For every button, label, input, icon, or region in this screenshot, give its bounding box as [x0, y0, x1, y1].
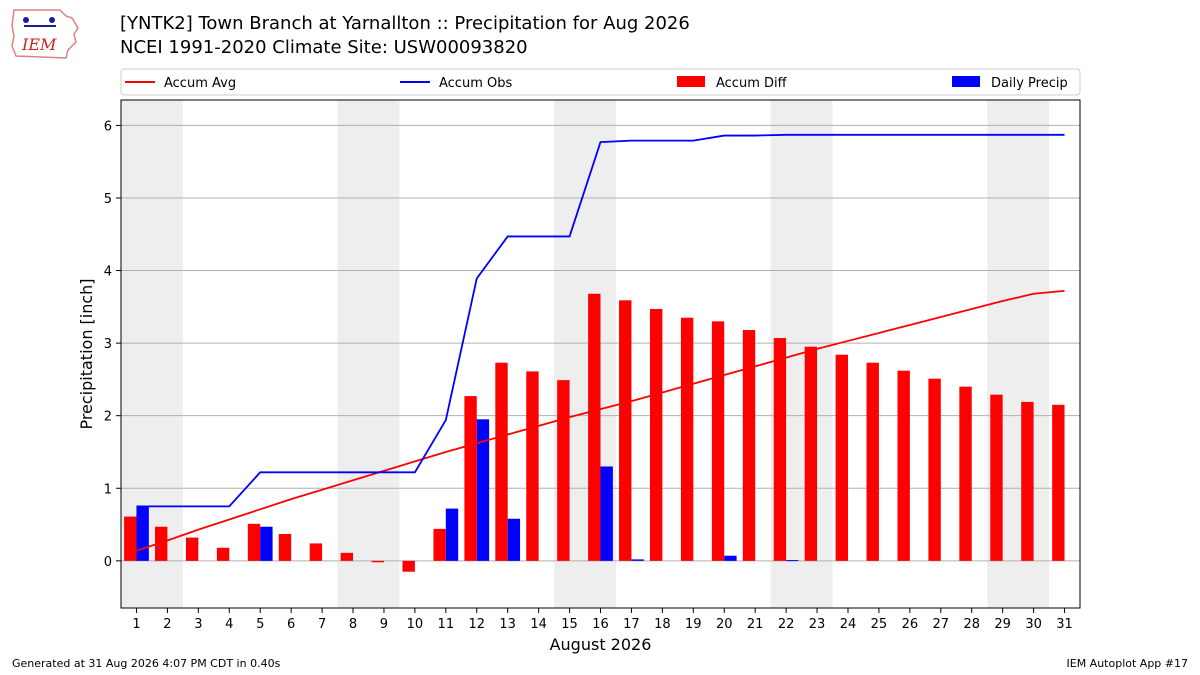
- accum-diff-bar: [649, 309, 663, 561]
- accum-diff-bar: [340, 552, 354, 561]
- x-tick-label: 19: [685, 617, 702, 632]
- chart-subtitle: NCEI 1991-2020 Climate Site: USW00093820: [120, 37, 528, 58]
- x-tick-label: 14: [530, 617, 547, 632]
- accum-diff-bar: [928, 378, 941, 561]
- accum-diff-bar: [897, 370, 910, 561]
- accum-diff-bar: [526, 371, 539, 561]
- logo-text: IEM: [21, 35, 57, 54]
- y-tick-label: 1: [104, 482, 112, 497]
- legend-label: Accum Diff: [716, 76, 788, 91]
- x-tick-label: 27: [933, 617, 950, 632]
- x-tick-label: 4: [225, 617, 233, 632]
- accum-diff-bar: [619, 300, 632, 561]
- x-tick-label: 10: [407, 617, 424, 632]
- x-tick-label: 12: [468, 617, 485, 632]
- daily-precip-bar: [507, 518, 521, 561]
- daily-precip-bar: [600, 466, 613, 561]
- x-tick-label: 28: [963, 617, 980, 632]
- daily-precip-bar: [136, 506, 149, 561]
- x-tick-label: 21: [747, 617, 764, 632]
- accum-diff-bar: [247, 523, 261, 561]
- x-tick-label: 18: [654, 617, 671, 632]
- accum-diff-bar: [216, 547, 230, 561]
- accum-obs-line: [136, 133, 1065, 508]
- y-tick-label: 0: [104, 555, 112, 570]
- x-tick-label: 29: [994, 617, 1011, 632]
- y-tick-label: 2: [104, 410, 112, 425]
- accum-diff-bar: [155, 526, 168, 561]
- x-tick-label: 8: [349, 617, 357, 632]
- y-tick-label: 3: [104, 337, 112, 352]
- x-tick-label: 6: [287, 617, 295, 632]
- x-tick-label: 13: [499, 617, 516, 632]
- daily-precip-bar: [724, 555, 737, 561]
- x-tick-label: 7: [318, 617, 326, 632]
- x-tick-label: 20: [716, 617, 733, 632]
- y-axis-label: Precipitation [inch]: [77, 278, 96, 429]
- accum-diff-bar: [1052, 404, 1065, 561]
- accum-diff-bar: [773, 338, 787, 561]
- x-tick-label: 24: [840, 617, 857, 632]
- accum-diff-bar: [402, 560, 415, 572]
- y-tick-label: 4: [104, 265, 112, 280]
- accum-diff-bar: [371, 560, 384, 563]
- legend-label: Daily Precip: [991, 76, 1068, 91]
- x-tick-label: 5: [256, 617, 264, 632]
- legend-swatch: [952, 76, 980, 87]
- x-tick-label: 1: [132, 617, 140, 632]
- legend-box: [120, 68, 1081, 96]
- x-tick-label: 16: [592, 617, 609, 632]
- legend-swatch: [677, 76, 705, 87]
- accum-diff-bar: [124, 516, 137, 561]
- accum-diff-bar: [464, 396, 477, 561]
- daily-precip-bar: [476, 419, 490, 561]
- accum-diff-bar: [990, 394, 1003, 561]
- accum-diff-bar: [866, 362, 879, 561]
- accum-diff-bar: [557, 380, 570, 561]
- accum-diff-bar: [1021, 401, 1034, 561]
- y-tick-label: 6: [104, 119, 112, 134]
- x-axis-label: August 2026: [550, 635, 652, 654]
- accum-diff-bar: [185, 537, 199, 561]
- accum-diff-bar: [309, 543, 323, 561]
- daily-precip-bar: [445, 508, 459, 561]
- x-tick-label: 17: [623, 617, 640, 632]
- accum-diff-bar: [680, 317, 694, 561]
- accum-diff-bar: [278, 533, 292, 561]
- daily-precip-bar: [786, 560, 799, 562]
- chart-title: [YNTK2] Town Branch at Yarnallton :: Pre…: [120, 13, 690, 34]
- x-tick-label: 31: [1056, 617, 1073, 632]
- y-tick-label: 5: [104, 192, 112, 207]
- iem-logo: IEM: [11, 9, 79, 59]
- accum-diff-bar: [588, 293, 601, 561]
- daily-precip-bar: [631, 559, 644, 561]
- x-tick-label: 3: [194, 617, 202, 632]
- accum-diff-bar: [804, 346, 818, 561]
- x-tick-label: 30: [1025, 617, 1042, 632]
- legend-label: Accum Avg: [164, 76, 236, 91]
- x-tick-label: 23: [809, 617, 826, 632]
- x-tick-label: 9: [380, 617, 388, 632]
- generated-text: Generated at 31 Aug 2026 4:07 PM CDT in …: [12, 657, 281, 670]
- x-tick-label: 15: [561, 617, 578, 632]
- x-tick-label: 22: [778, 617, 795, 632]
- accum-diff-bar: [835, 354, 848, 561]
- accum-diff-bar: [711, 321, 725, 561]
- daily-precip-bar: [260, 526, 273, 561]
- legend-label: Accum Obs: [439, 76, 512, 91]
- accum-avg-line: [136, 289, 1065, 552]
- x-tick-label: 26: [902, 617, 919, 632]
- x-tick-label: 2: [163, 617, 171, 632]
- accum-diff-bar: [742, 330, 756, 561]
- weekend-shade: [337, 100, 400, 608]
- x-tick-label: 11: [438, 617, 455, 632]
- accum-diff-bar: [959, 386, 972, 561]
- x-tick-label: 25: [871, 617, 888, 632]
- accum-diff-bar: [495, 362, 508, 561]
- app-label: IEM Autoplot App #17: [1066, 657, 1189, 670]
- accum-diff-bar: [433, 528, 446, 561]
